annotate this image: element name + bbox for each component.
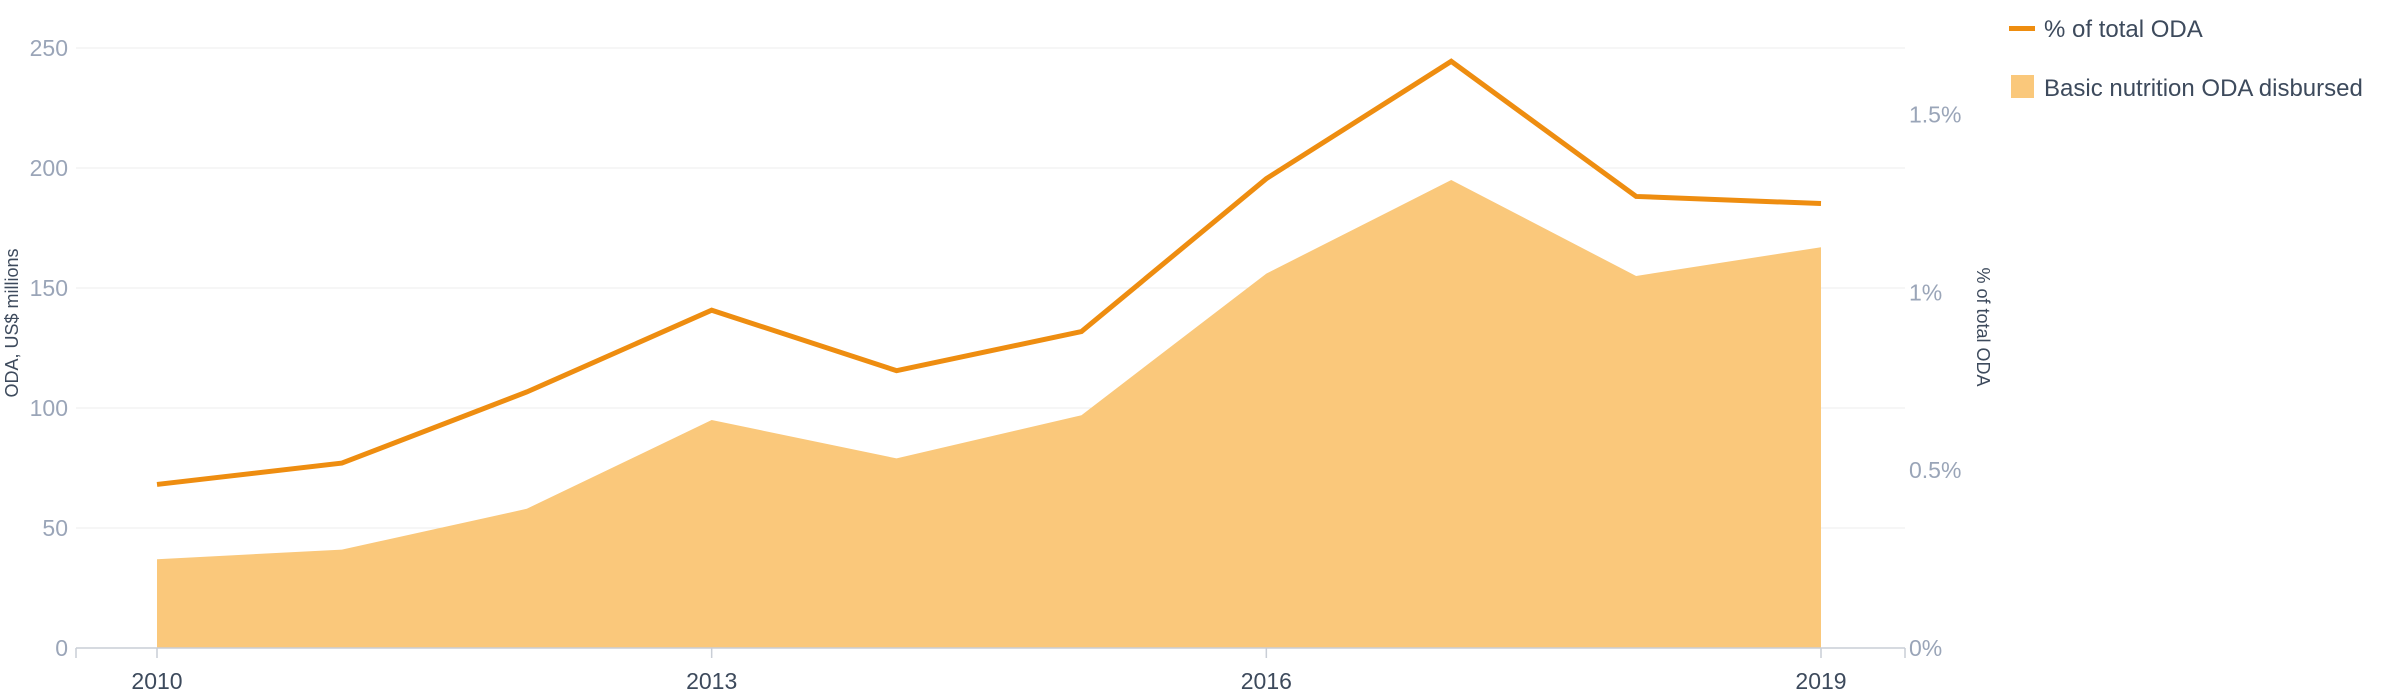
legend-square-swatch	[2011, 75, 2034, 98]
left-axis-ticks: 0 50 100 150 200 250	[30, 35, 68, 661]
x-tick-label: 2019	[1795, 668, 1846, 694]
axes	[75, 647, 1906, 658]
right-axis-title: % of total ODA	[1973, 267, 1993, 386]
left-tick-label: 0	[55, 635, 68, 661]
left-axis-title: ODA, US$ millions	[2, 248, 22, 397]
legend-item-basic-nutrition[interactable]: Basic nutrition ODA disbursed	[2011, 75, 2363, 102]
legend-item-percent[interactable]: % of total ODA	[2009, 16, 2203, 43]
line-percent-total-oda	[156, 58, 1822, 487]
right-tick-label: 1.5%	[1909, 102, 1961, 128]
area-series	[157, 180, 1821, 648]
left-tick-label: 50	[42, 515, 68, 541]
legend-label-basic-nutrition: Basic nutrition ODA disbursed	[2044, 75, 2363, 102]
right-axis-ticks: 0% 0.5% 1% 1.5%	[1909, 102, 1961, 661]
legend-label-percent: % of total ODA	[2044, 16, 2203, 43]
right-tick-label: 1%	[1909, 279, 1942, 305]
left-tick-label: 250	[30, 35, 68, 61]
left-tick-label: 150	[30, 275, 68, 301]
left-tick-label: 100	[30, 395, 68, 421]
x-axis-ticks: 2010 2013 2016 2019	[131, 668, 1846, 694]
right-tick-label: 0.5%	[1909, 457, 1961, 483]
x-tick-label: 2010	[131, 668, 182, 694]
left-tick-label: 200	[30, 155, 68, 181]
x-tick-label: 2016	[1241, 668, 1292, 694]
right-tick-label: 0%	[1909, 635, 1942, 661]
legend: % of total ODA Basic nutrition ODA disbu…	[2009, 16, 2363, 102]
area-basic-nutrition-oda	[157, 180, 1821, 648]
line-series	[156, 58, 1822, 487]
x-tick-label: 2013	[686, 668, 737, 694]
legend-line-swatch	[2009, 26, 2035, 31]
